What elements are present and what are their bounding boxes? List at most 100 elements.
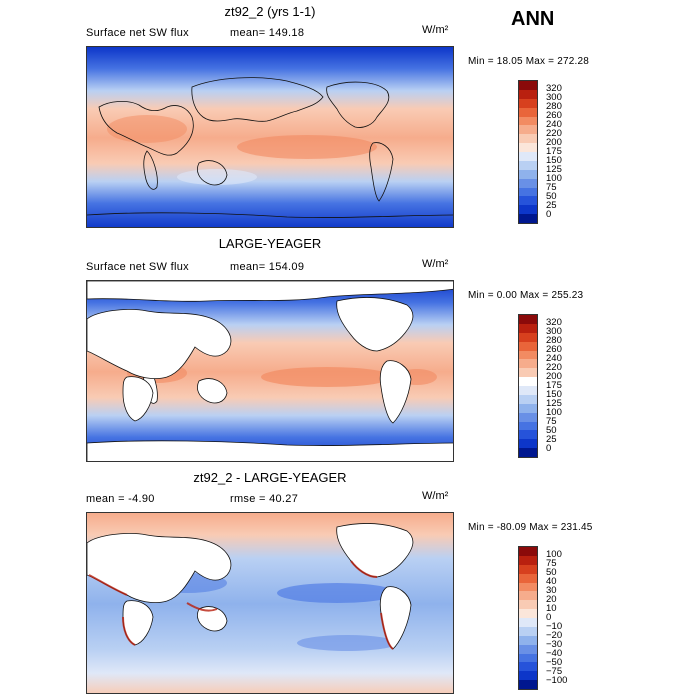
panel-3-mean-label: rmse = 40.27 bbox=[230, 493, 299, 505]
colorbar-tick-label: 50 bbox=[546, 190, 557, 202]
colorbar-swatch bbox=[519, 600, 537, 610]
colorbar-swatch bbox=[519, 386, 537, 395]
colorbar-tick-label: 240 bbox=[546, 352, 562, 364]
colorbar-tick-label: 0 bbox=[546, 208, 552, 220]
colorbar-tick-label: 280 bbox=[546, 100, 562, 112]
colorbar-swatch bbox=[519, 178, 537, 188]
colorbar-tick-label: 240 bbox=[546, 118, 562, 130]
colorbar-swatch bbox=[519, 644, 537, 654]
colorbar-swatch bbox=[519, 618, 537, 627]
colorbar-swatch bbox=[519, 89, 537, 99]
colorbar-tick-label: −75 bbox=[546, 665, 563, 677]
colorbar-tick-label: 75 bbox=[546, 557, 557, 569]
colorbar-tick-label: −10 bbox=[546, 620, 563, 632]
colorbar-swatch bbox=[519, 152, 537, 161]
panel-3-title: zt92_2 - LARGE-YEAGER bbox=[193, 470, 347, 485]
colorbar-swatch bbox=[519, 125, 537, 135]
colorbar-swatch bbox=[519, 341, 537, 351]
colorbar-swatch bbox=[519, 143, 537, 152]
panel-1-minmax: Min = 18.05 Max = 272.28 bbox=[468, 56, 589, 67]
colorbar-tick-label: 150 bbox=[546, 154, 562, 166]
colorbar-tick-label: 280 bbox=[546, 334, 562, 346]
colorbar-swatch bbox=[519, 609, 537, 618]
colorbar-tick-label: 75 bbox=[546, 181, 557, 193]
colorbar-swatch bbox=[519, 160, 537, 170]
panel-2-map bbox=[86, 280, 454, 462]
panel-3-map bbox=[86, 512, 454, 694]
panel-1-map-svg bbox=[87, 47, 453, 227]
colorbar-swatch bbox=[519, 591, 537, 601]
colorbar-tick-label: 50 bbox=[546, 566, 557, 578]
colorbar-swatch bbox=[519, 81, 537, 90]
colorbar-tick-label: 10 bbox=[546, 602, 557, 614]
colorbar-tick-label: 25 bbox=[546, 199, 557, 211]
colorbar-swatch bbox=[519, 653, 537, 663]
colorbar-tick-label: 30 bbox=[546, 584, 557, 596]
season-label: ANN bbox=[511, 8, 555, 30]
colorbar-swatch bbox=[519, 350, 537, 360]
panel-2-left-label: Surface net SW flux bbox=[86, 261, 189, 273]
colorbar-swatch bbox=[519, 134, 537, 144]
colorbar-tick-label: 100 bbox=[546, 406, 562, 418]
colorbar-tick-label: 175 bbox=[546, 145, 562, 157]
panel-1-mean-label: mean= 149.18 bbox=[230, 27, 305, 39]
colorbar-swatch bbox=[519, 671, 537, 681]
colorbar-tick-label: 0 bbox=[546, 442, 552, 454]
colorbar-swatch bbox=[519, 196, 537, 206]
colorbar-swatch bbox=[519, 547, 537, 556]
panel-3-left-label: mean = -4.90 bbox=[86, 493, 155, 505]
colorbar-tick-label: −50 bbox=[546, 656, 563, 668]
colorbar-swatch bbox=[519, 116, 537, 126]
colorbar-tick-label: −40 bbox=[546, 647, 563, 659]
colorbar-swatch bbox=[519, 582, 537, 592]
colorbar-tick-label: 200 bbox=[546, 136, 562, 148]
colorbar-swatch bbox=[519, 368, 537, 378]
colorbar-swatch bbox=[519, 98, 537, 108]
panel-1-map bbox=[86, 46, 454, 228]
colorbar-tick-label: 300 bbox=[546, 325, 562, 337]
colorbar-tick-label: 75 bbox=[546, 415, 557, 427]
panel-1-units: W/m² bbox=[422, 24, 449, 36]
colorbar-swatch bbox=[519, 315, 537, 324]
panel-2-units: W/m² bbox=[422, 258, 449, 270]
colorbar-swatch bbox=[519, 169, 537, 179]
colorbar-tick-label: −20 bbox=[546, 629, 563, 641]
colorbar-swatch bbox=[519, 107, 537, 117]
colorbar-swatch bbox=[519, 573, 537, 583]
colorbar-tick-label: 150 bbox=[546, 388, 562, 400]
colorbar-swatch bbox=[519, 214, 537, 223]
panel-2-colorbar bbox=[518, 314, 538, 458]
colorbar-tick-label: 40 bbox=[546, 575, 557, 587]
colorbar-tick-label: 220 bbox=[546, 127, 562, 139]
colorbar-swatch bbox=[519, 187, 537, 197]
panel-1-left-label: Surface net SW flux bbox=[86, 27, 189, 39]
colorbar-swatch bbox=[519, 439, 537, 449]
colorbar-tick-label: −30 bbox=[546, 638, 563, 650]
panel-3-colorbar bbox=[518, 546, 538, 690]
colorbar-tick-label: 175 bbox=[546, 379, 562, 391]
colorbar-tick-label: 100 bbox=[546, 548, 562, 560]
colorbar-tick-label: 320 bbox=[546, 316, 562, 328]
colorbar-swatch bbox=[519, 323, 537, 333]
colorbar-tick-label: 0 bbox=[546, 611, 552, 623]
colorbar-tick-label: 100 bbox=[546, 172, 562, 184]
colorbar-swatch bbox=[519, 377, 537, 386]
colorbar-tick-label: 300 bbox=[546, 91, 562, 103]
colorbar-swatch bbox=[519, 430, 537, 440]
colorbar-swatch bbox=[519, 412, 537, 422]
colorbar-swatch bbox=[519, 626, 537, 636]
colorbar-swatch bbox=[519, 205, 537, 215]
panel-3-map-svg bbox=[87, 513, 453, 693]
panel-3-units: W/m² bbox=[422, 490, 449, 502]
colorbar-tick-label: 50 bbox=[546, 424, 557, 436]
colorbar-swatch bbox=[519, 403, 537, 413]
colorbar-swatch bbox=[519, 448, 537, 457]
colorbar-swatch bbox=[519, 421, 537, 431]
panel-3-minmax: Min = -80.09 Max = 231.45 bbox=[468, 522, 593, 533]
colorbar-swatch bbox=[519, 359, 537, 369]
colorbar-swatch bbox=[519, 680, 537, 689]
colorbar-swatch bbox=[519, 662, 537, 672]
panel-1-colorbar bbox=[518, 80, 538, 224]
colorbar-tick-label: 200 bbox=[546, 370, 562, 382]
colorbar-tick-label: 25 bbox=[546, 433, 557, 445]
